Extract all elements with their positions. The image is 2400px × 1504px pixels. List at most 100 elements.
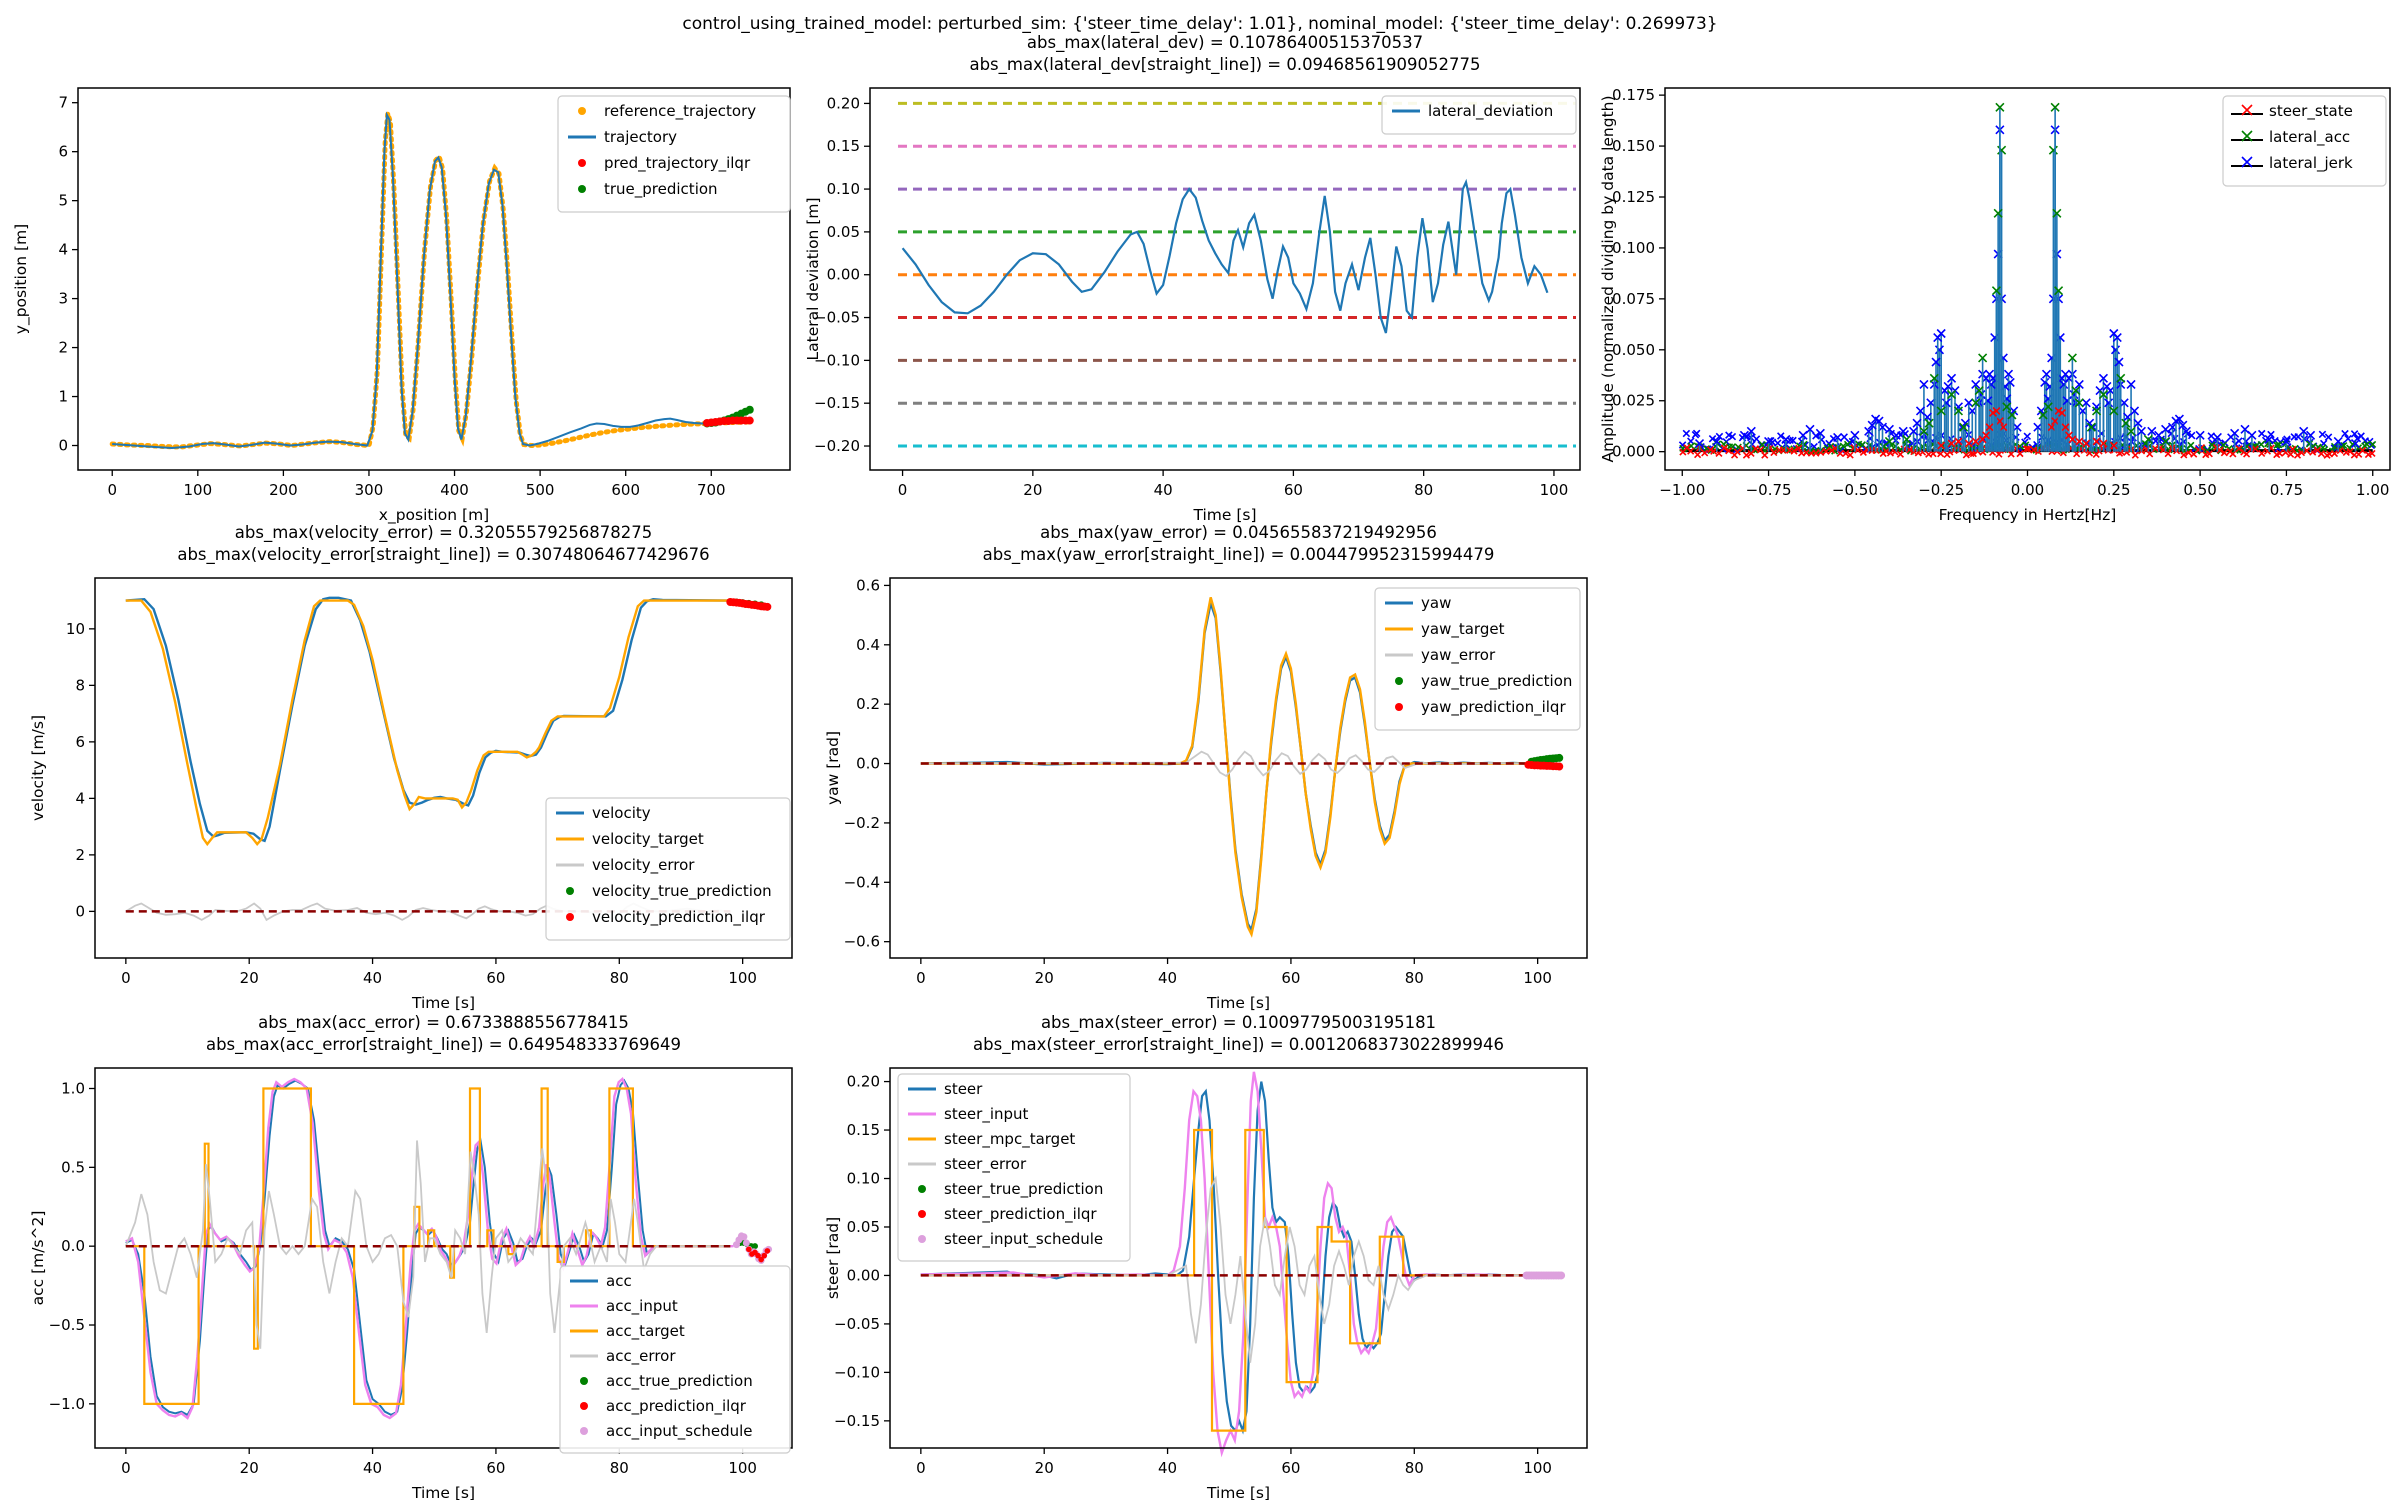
series-velocity_prediction_ilqr bbox=[726, 598, 772, 611]
svg-text:yaw_prediction_ilqr: yaw_prediction_ilqr bbox=[1421, 698, 1566, 717]
svg-text:lateral_jerk: lateral_jerk bbox=[2269, 154, 2353, 173]
svg-text:acc: acc bbox=[606, 1272, 632, 1290]
svg-text:0.050: 0.050 bbox=[1612, 341, 1655, 359]
svg-text:steer_input_schedule: steer_input_schedule bbox=[944, 1230, 1103, 1249]
title-acc-line2: abs_max(acc_error[straight_line]) = 0.64… bbox=[206, 1035, 681, 1055]
ylabel-lateral-deviation: Lateral deviation [m] bbox=[804, 197, 822, 360]
axes-frame-trajectory bbox=[77, 87, 791, 471]
series-lateral_acc bbox=[1884, 102, 2171, 452]
svg-text:−0.05: −0.05 bbox=[834, 1315, 880, 1333]
svg-text:40: 40 bbox=[363, 1459, 382, 1477]
svg-text:acc_prediction_ilqr: acc_prediction_ilqr bbox=[606, 1397, 747, 1416]
svg-text:0.0: 0.0 bbox=[856, 755, 880, 773]
svg-text:−0.10: −0.10 bbox=[834, 1363, 880, 1381]
svg-text:2: 2 bbox=[58, 339, 68, 357]
svg-text:700: 700 bbox=[697, 481, 726, 499]
series-steer_mpc_target bbox=[920, 1128, 1526, 1432]
svg-text:velocity_target: velocity_target bbox=[592, 830, 704, 849]
svg-text:0.15: 0.15 bbox=[847, 1121, 880, 1139]
svg-text:reference_trajectory: reference_trajectory bbox=[604, 102, 756, 121]
svg-text:−0.15: −0.15 bbox=[834, 1412, 880, 1430]
title-velocity-line2: abs_max(velocity_error[straight_line]) =… bbox=[177, 545, 709, 565]
legend-acc: acc acc_input acc_target acc_error acc_true_… bbox=[559, 1265, 791, 1454]
svg-text:60: 60 bbox=[1284, 481, 1303, 499]
svg-text:100: 100 bbox=[728, 969, 757, 987]
title-yaw-line1: abs_max(yaw_error) = 0.04565583721949295… bbox=[1040, 523, 1437, 543]
svg-text:3: 3 bbox=[58, 290, 68, 308]
series-yaw_error bbox=[920, 750, 1526, 778]
legend-yaw: yaw yaw_target yaw_error yaw_true_predictio… bbox=[1374, 587, 1581, 731]
svg-text:20: 20 bbox=[1035, 1459, 1054, 1477]
series-steer_state bbox=[1937, 406, 2118, 452]
ylabel-steer: steer [rad] bbox=[824, 1217, 842, 1299]
title-steer-line2: abs_max(steer_error[straight_line]) = 0.… bbox=[973, 1035, 1504, 1055]
series-steer_input bbox=[920, 1071, 1526, 1458]
svg-text:60: 60 bbox=[1281, 1459, 1300, 1477]
svg-text:−1.0: −1.0 bbox=[49, 1395, 85, 1413]
svg-text:−0.10: −0.10 bbox=[814, 351, 860, 369]
svg-text:lateral_deviation: lateral_deviation bbox=[1428, 102, 1553, 121]
xlabel-steer: Time [s] bbox=[1206, 1484, 1270, 1500]
series-pred_trajectory_ilqr bbox=[702, 416, 754, 427]
plot-steer: 0 20 40 60 80 100 0.20 0.15 0.10 0.05 0.00 −0.05 −0.… bbox=[824, 1013, 1588, 1502]
svg-text:0.05: 0.05 bbox=[827, 223, 860, 241]
svg-text:7: 7 bbox=[58, 94, 68, 112]
svg-text:0.4: 0.4 bbox=[856, 636, 880, 654]
svg-text:−0.5: −0.5 bbox=[49, 1316, 85, 1334]
svg-text:0.00: 0.00 bbox=[847, 1266, 880, 1284]
svg-text:1.00: 1.00 bbox=[2356, 481, 2389, 499]
svg-text:0.05: 0.05 bbox=[847, 1218, 880, 1236]
series-yaw_prediction_ilqr bbox=[1524, 760, 1564, 771]
svg-text:20: 20 bbox=[1023, 481, 1042, 499]
title-lateral-deviation-line2: abs_max(lateral_dev[straight_line]) = 0.… bbox=[969, 55, 1480, 75]
svg-text:200: 200 bbox=[269, 481, 298, 499]
svg-text:−1.00: −1.00 bbox=[1659, 481, 1705, 499]
svg-text:acc_error: acc_error bbox=[606, 1347, 676, 1366]
ylabel-yaw: yaw [rad] bbox=[824, 731, 842, 805]
svg-text:20: 20 bbox=[1035, 969, 1054, 987]
series-acc_prediction_ilqr bbox=[746, 1246, 771, 1263]
figure-suptitle: control_using_trained_model: perturbed_s… bbox=[682, 14, 1718, 34]
plot-frequency-spectrum: −1.00 −0.75 −0.50 −0.25 0.00 0.25 0.50 0.75 1.00… bbox=[1599, 86, 2391, 524]
svg-text:100: 100 bbox=[183, 481, 212, 499]
svg-text:80: 80 bbox=[610, 1459, 629, 1477]
svg-text:velocity_true_prediction: velocity_true_prediction bbox=[592, 882, 772, 901]
plot-velocity: 0 20 40 60 80 100 0 2 4 6 8 10 Time [s] velocity [m/s… bbox=[29, 523, 793, 1012]
svg-text:0: 0 bbox=[75, 902, 85, 920]
title-lateral-deviation-line1: abs_max(lateral_dev) = 0.107864005153705… bbox=[1027, 33, 1423, 53]
series-steer_error bbox=[920, 1175, 1526, 1363]
svg-text:100: 100 bbox=[1540, 481, 1569, 499]
svg-text:−0.4: −0.4 bbox=[844, 873, 880, 891]
xlabel-acc: Time [s] bbox=[411, 1484, 475, 1500]
xlabel-velocity: Time [s] bbox=[411, 994, 475, 1012]
title-yaw-line2: abs_max(yaw_error[straight_line]) = 0.00… bbox=[983, 545, 1495, 565]
svg-text:yaw_target: yaw_target bbox=[1421, 620, 1505, 639]
svg-text:0.75: 0.75 bbox=[2270, 481, 2303, 499]
svg-text:yaw_true_prediction: yaw_true_prediction bbox=[1421, 672, 1572, 691]
svg-text:0.10: 0.10 bbox=[827, 180, 860, 198]
svg-text:0.6: 0.6 bbox=[856, 576, 880, 594]
svg-text:steer_mpc_target: steer_mpc_target bbox=[944, 1130, 1075, 1149]
svg-text:velocity_error: velocity_error bbox=[592, 856, 695, 875]
svg-text:0.000: 0.000 bbox=[1612, 443, 1655, 461]
svg-text:0.175: 0.175 bbox=[1612, 86, 1655, 104]
svg-text:6: 6 bbox=[75, 733, 85, 751]
svg-text:0.075: 0.075 bbox=[1612, 290, 1655, 308]
svg-text:100: 100 bbox=[1523, 1459, 1552, 1477]
svg-text:yaw_error: yaw_error bbox=[1421, 646, 1496, 665]
svg-text:0.5: 0.5 bbox=[61, 1158, 85, 1176]
series-trajectory bbox=[112, 111, 750, 450]
series-velocity_target bbox=[125, 599, 731, 847]
svg-text:yaw: yaw bbox=[1421, 594, 1451, 612]
svg-text:80: 80 bbox=[610, 969, 629, 987]
svg-text:300: 300 bbox=[355, 481, 384, 499]
svg-text:0: 0 bbox=[58, 437, 68, 455]
svg-text:0: 0 bbox=[121, 969, 131, 987]
axes-frame-acc bbox=[94, 1067, 793, 1449]
svg-text:10: 10 bbox=[66, 620, 85, 638]
svg-text:400: 400 bbox=[440, 481, 469, 499]
ylabel-acc: acc [m/s^2] bbox=[29, 1211, 47, 1306]
svg-text:steer_error: steer_error bbox=[944, 1155, 1027, 1174]
svg-text:2: 2 bbox=[75, 846, 85, 864]
